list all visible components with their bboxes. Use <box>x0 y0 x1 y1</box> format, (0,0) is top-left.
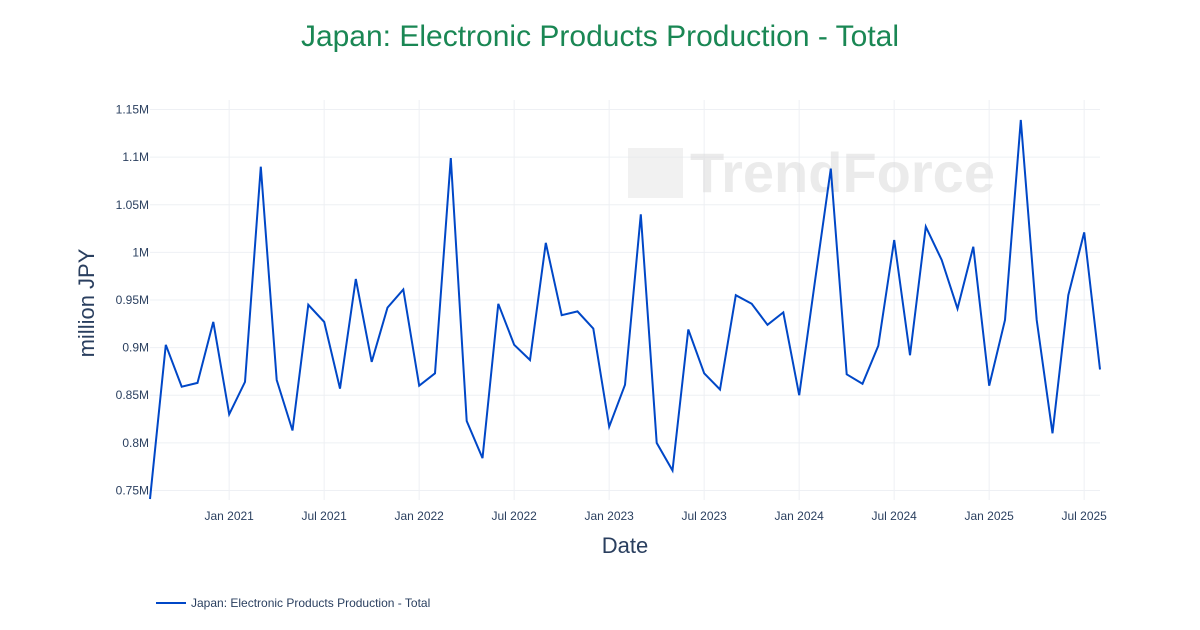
data-point[interactable] <box>811 277 819 285</box>
y-axis-title: million JPY <box>74 248 99 357</box>
data-point[interactable] <box>447 154 455 162</box>
data-point[interactable] <box>985 382 993 390</box>
data-point[interactable] <box>368 358 376 366</box>
x-axis-ticks: Jan 2021 Jul 2021 Jan 2022 Jul 2022 Jan 2023… <box>204 509 1107 523</box>
y-tick-label: 0.85M <box>116 388 149 402</box>
data-point[interactable] <box>194 379 202 387</box>
data-point[interactable] <box>178 383 186 391</box>
data-point[interactable] <box>637 210 645 218</box>
x-tick-label: Jan 2025 <box>964 509 1014 523</box>
data-point[interactable] <box>146 495 154 503</box>
x-axis-title: Date <box>602 533 648 558</box>
y-tick-label: 0.9M <box>122 341 149 355</box>
x-tick-label: Jul 2022 <box>491 509 537 523</box>
data-point[interactable] <box>574 307 582 315</box>
data-point[interactable] <box>621 381 629 389</box>
data-point[interactable] <box>1001 316 1009 324</box>
data-point[interactable] <box>605 423 613 431</box>
data-point[interactable] <box>526 356 534 364</box>
watermark-mark-icon <box>628 148 683 198</box>
data-point[interactable] <box>1080 228 1088 236</box>
data-point[interactable] <box>542 239 550 247</box>
data-point[interactable] <box>700 369 708 377</box>
data-point[interactable] <box>795 391 803 399</box>
data-point[interactable] <box>431 369 439 377</box>
data-point[interactable] <box>273 376 281 384</box>
data-point[interactable] <box>969 243 977 251</box>
y-tick-label: 1.1M <box>122 150 149 164</box>
y-tick-label: 1.15M <box>116 103 149 117</box>
y-tick-label: 0.8M <box>122 436 149 450</box>
data-point[interactable] <box>399 286 407 294</box>
chart-title: Japan: Electronic Products Production - … <box>300 20 900 53</box>
data-point[interactable] <box>304 301 312 309</box>
data-point[interactable] <box>1017 116 1025 124</box>
y-axis-ticks: 0.75M 0.8M 0.85M 0.9M 0.95M 1M 1.05M 1.1M 1.15M <box>116 103 149 498</box>
x-tick-label: Jul 2024 <box>871 509 917 523</box>
watermark-logo: TrendForce <box>690 141 995 204</box>
data-point[interactable] <box>764 321 772 329</box>
data-point[interactable] <box>843 370 851 378</box>
grid-lines <box>150 100 1100 500</box>
data-point[interactable] <box>257 163 265 171</box>
x-tick-label: Jul 2025 <box>1061 509 1107 523</box>
data-point[interactable] <box>479 454 487 462</box>
legend[interactable]: Japan: Electronic Products Production - … <box>156 596 430 610</box>
data-point[interactable] <box>1033 316 1041 324</box>
data-point[interactable] <box>827 165 835 173</box>
data-point[interactable] <box>890 236 898 244</box>
data-point[interactable] <box>558 311 566 319</box>
y-tick-label: 1M <box>132 245 149 259</box>
x-tick-label: Jan 2022 <box>394 509 444 523</box>
data-point[interactable] <box>732 291 740 299</box>
data-point[interactable] <box>320 318 328 326</box>
data-point[interactable] <box>209 318 217 326</box>
data-point[interactable] <box>415 382 423 390</box>
y-tick-label: 0.95M <box>116 293 149 307</box>
legend-line-swatch <box>156 602 186 604</box>
data-point[interactable] <box>954 305 962 313</box>
data-point[interactable] <box>589 325 597 333</box>
data-point[interactable] <box>241 378 249 386</box>
data-point[interactable] <box>859 380 867 388</box>
data-point[interactable] <box>669 466 677 474</box>
data-point[interactable] <box>289 426 297 434</box>
data-point[interactable] <box>922 223 930 231</box>
data-point[interactable] <box>716 386 724 394</box>
data-point[interactable] <box>494 300 502 308</box>
data-point[interactable] <box>938 256 946 264</box>
data-point[interactable] <box>384 304 392 312</box>
data-point[interactable] <box>352 275 360 283</box>
x-tick-label: Jan 2024 <box>774 509 824 523</box>
data-point[interactable] <box>684 326 692 334</box>
data-point[interactable] <box>225 410 233 418</box>
x-tick-label: Jan 2023 <box>584 509 634 523</box>
data-point[interactable] <box>874 342 882 350</box>
x-tick-label: Jul 2021 <box>301 509 347 523</box>
data-point[interactable] <box>779 308 787 316</box>
data-point[interactable] <box>1064 291 1072 299</box>
x-tick-label: Jan 2021 <box>204 509 254 523</box>
data-point[interactable] <box>336 385 344 393</box>
data-point[interactable] <box>748 300 756 308</box>
legend-label: Japan: Electronic Products Production - … <box>191 596 431 610</box>
data-point[interactable] <box>906 351 914 359</box>
data-point[interactable] <box>510 341 518 349</box>
data-point[interactable] <box>162 341 170 349</box>
data-point[interactable] <box>463 417 471 425</box>
data-point[interactable] <box>653 439 661 447</box>
series-line <box>149 119 1101 500</box>
data-point[interactable] <box>1049 429 1057 437</box>
y-tick-label: 0.75M <box>116 483 149 497</box>
x-tick-label: Jul 2023 <box>681 509 727 523</box>
data-point[interactable] <box>1096 366 1104 374</box>
y-tick-label: 1.05M <box>116 198 149 212</box>
